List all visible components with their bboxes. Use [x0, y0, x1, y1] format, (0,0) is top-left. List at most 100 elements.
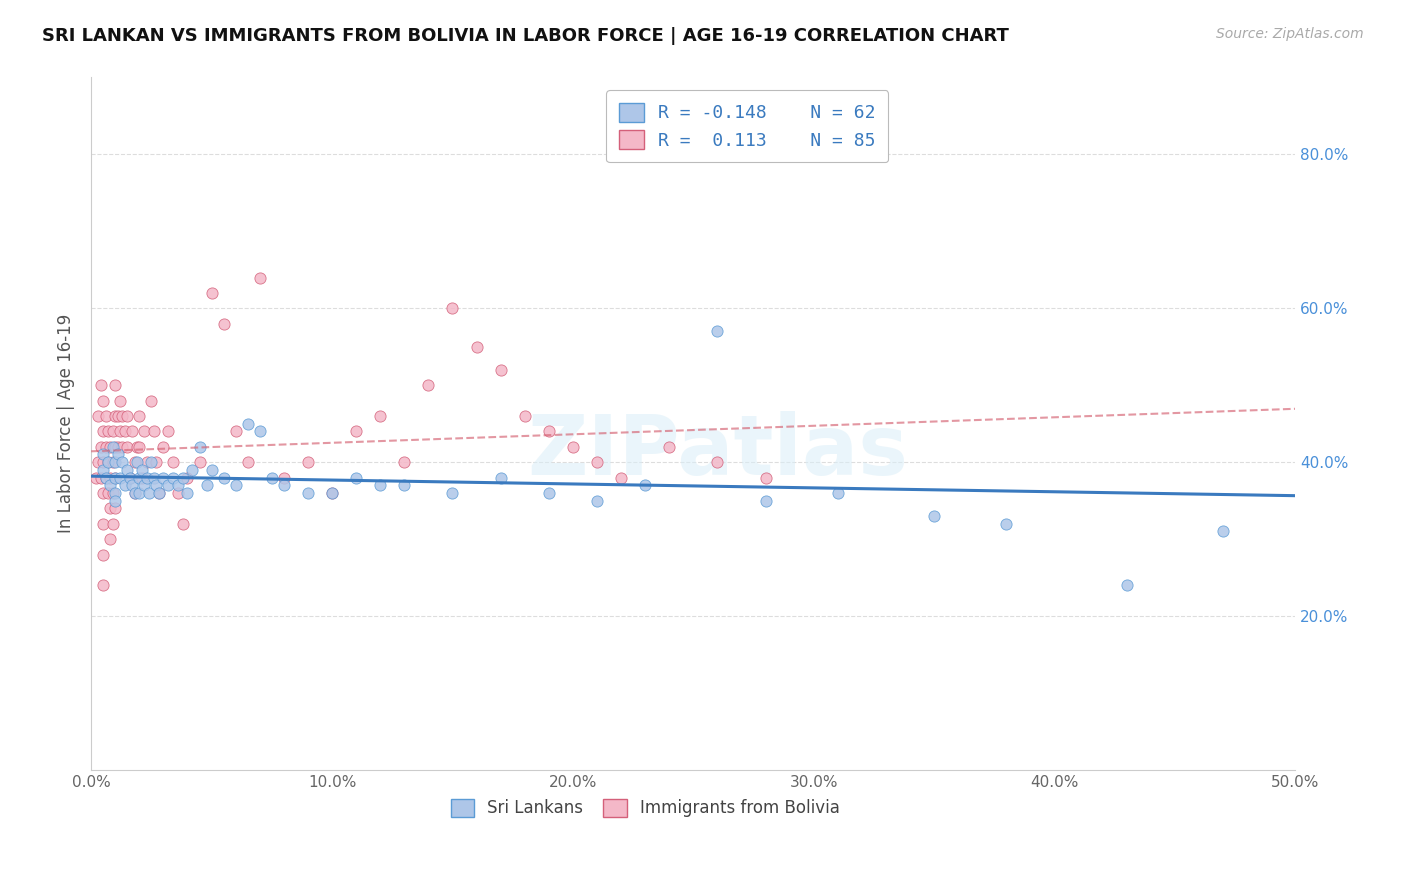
- Point: [125, 440, 148, 454]
- Point: [394, 478, 416, 492]
- Point: [249, 425, 271, 439]
- Point: [101, 486, 124, 500]
- Point: [111, 409, 134, 423]
- Point: [441, 486, 464, 500]
- Point: [188, 440, 211, 454]
- Point: [101, 440, 124, 454]
- Point: [157, 425, 180, 439]
- Point: [94, 409, 117, 423]
- Point: [111, 455, 134, 469]
- Point: [249, 270, 271, 285]
- Point: [128, 409, 150, 423]
- Y-axis label: In Labor Force | Age 16-19: In Labor Force | Age 16-19: [58, 314, 75, 533]
- Point: [200, 285, 222, 300]
- Point: [706, 324, 728, 338]
- Point: [321, 486, 343, 500]
- Point: [138, 486, 160, 500]
- Point: [141, 455, 163, 469]
- Point: [104, 409, 127, 423]
- Point: [181, 463, 204, 477]
- Point: [195, 478, 218, 492]
- Text: SRI LANKAN VS IMMIGRANTS FROM BOLIVIA IN LABOR FORCE | AGE 16-19 CORRELATION CHA: SRI LANKAN VS IMMIGRANTS FROM BOLIVIA IN…: [42, 27, 1010, 45]
- Point: [94, 440, 117, 454]
- Point: [172, 470, 194, 484]
- Point: [634, 478, 657, 492]
- Point: [100, 501, 122, 516]
- Point: [107, 448, 129, 462]
- Point: [131, 470, 153, 484]
- Point: [91, 486, 114, 500]
- Point: [87, 455, 110, 469]
- Point: [124, 486, 146, 500]
- Point: [513, 409, 536, 423]
- Point: [101, 425, 124, 439]
- Point: [418, 378, 440, 392]
- Point: [754, 470, 776, 484]
- Point: [94, 470, 117, 484]
- Point: [368, 409, 391, 423]
- Point: [212, 470, 235, 484]
- Point: [125, 455, 148, 469]
- Point: [114, 478, 136, 492]
- Text: ZIPatlas: ZIPatlas: [527, 411, 908, 491]
- Point: [131, 463, 153, 477]
- Point: [104, 486, 127, 500]
- Point: [128, 440, 150, 454]
- Point: [225, 425, 247, 439]
- Point: [1115, 578, 1137, 592]
- Point: [91, 548, 114, 562]
- Point: [152, 440, 174, 454]
- Point: [135, 470, 157, 484]
- Point: [90, 470, 112, 484]
- Point: [91, 448, 114, 462]
- Point: [84, 470, 107, 484]
- Point: [107, 409, 129, 423]
- Point: [104, 493, 127, 508]
- Point: [706, 455, 728, 469]
- Point: [91, 455, 114, 469]
- Point: [489, 470, 512, 484]
- Point: [104, 470, 127, 484]
- Point: [148, 486, 170, 500]
- Point: [200, 463, 222, 477]
- Point: [344, 425, 367, 439]
- Point: [117, 409, 139, 423]
- Point: [152, 470, 174, 484]
- Point: [100, 478, 122, 492]
- Point: [118, 470, 141, 484]
- Point: [108, 470, 131, 484]
- Point: [273, 470, 295, 484]
- Point: [91, 393, 114, 408]
- Point: [104, 440, 127, 454]
- Point: [273, 478, 295, 492]
- Point: [157, 478, 180, 492]
- Point: [142, 425, 165, 439]
- Point: [97, 455, 120, 469]
- Point: [394, 455, 416, 469]
- Point: [658, 440, 681, 454]
- Point: [91, 425, 114, 439]
- Point: [321, 486, 343, 500]
- Point: [236, 455, 259, 469]
- Point: [225, 478, 247, 492]
- Point: [101, 455, 124, 469]
- Point: [162, 455, 184, 469]
- Point: [90, 440, 112, 454]
- Point: [114, 425, 136, 439]
- Point: [827, 486, 849, 500]
- Point: [128, 470, 150, 484]
- Point: [610, 470, 633, 484]
- Point: [145, 478, 167, 492]
- Point: [104, 501, 127, 516]
- Point: [100, 532, 122, 546]
- Point: [297, 455, 319, 469]
- Text: Source: ZipAtlas.com: Source: ZipAtlas.com: [1216, 27, 1364, 41]
- Point: [172, 516, 194, 531]
- Point: [368, 478, 391, 492]
- Point: [754, 493, 776, 508]
- Point: [142, 470, 165, 484]
- Point: [94, 470, 117, 484]
- Point: [236, 417, 259, 431]
- Point: [111, 440, 134, 454]
- Point: [97, 455, 120, 469]
